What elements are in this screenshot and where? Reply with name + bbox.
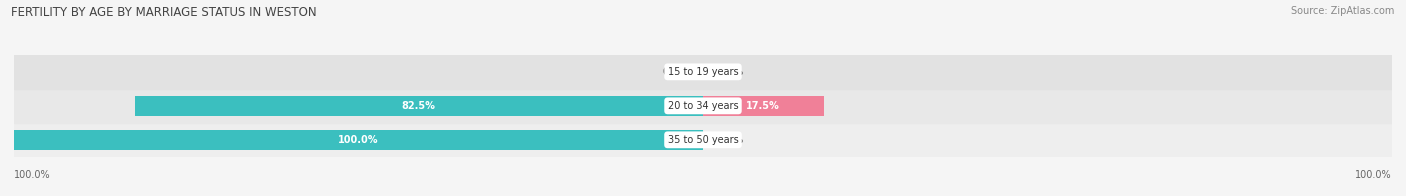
Text: 0.0%: 0.0% <box>662 67 689 77</box>
Text: 82.5%: 82.5% <box>402 101 436 111</box>
Text: 15 to 19 years: 15 to 19 years <box>668 67 738 77</box>
Text: 100.0%: 100.0% <box>1355 170 1392 180</box>
Text: 0.0%: 0.0% <box>717 67 744 77</box>
Text: 17.5%: 17.5% <box>747 101 780 111</box>
Text: 100.0%: 100.0% <box>14 170 51 180</box>
Bar <box>14 89 1392 123</box>
Bar <box>14 123 1392 157</box>
Text: 100.0%: 100.0% <box>339 135 378 145</box>
Text: 35 to 50 years: 35 to 50 years <box>668 135 738 145</box>
Text: FERTILITY BY AGE BY MARRIAGE STATUS IN WESTON: FERTILITY BY AGE BY MARRIAGE STATUS IN W… <box>11 6 316 19</box>
Bar <box>703 96 824 116</box>
Text: Source: ZipAtlas.com: Source: ZipAtlas.com <box>1291 6 1395 16</box>
Text: 0.0%: 0.0% <box>717 135 744 145</box>
Bar <box>14 55 1392 89</box>
Bar <box>135 96 703 116</box>
Bar <box>14 130 703 150</box>
Text: 20 to 34 years: 20 to 34 years <box>668 101 738 111</box>
